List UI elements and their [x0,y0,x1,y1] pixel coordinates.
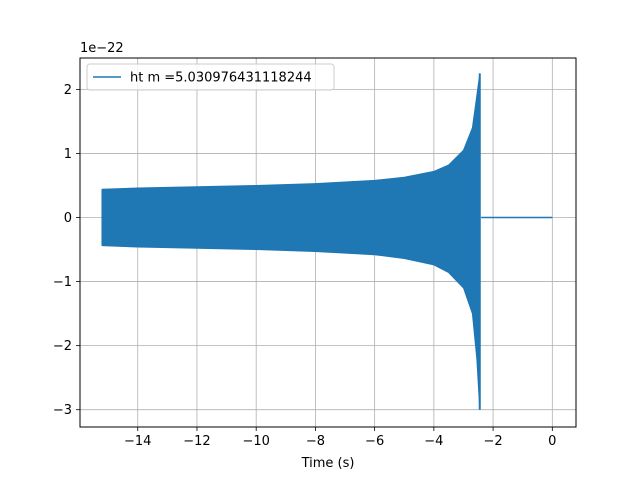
x-tick-label: −4 [424,434,443,449]
y-axis-ticks: −3 −2 −1 0 1 2 [53,83,80,418]
plot-frame [79,57,577,428]
y-tick-label: 2 [64,83,72,98]
x-tick-label: −2 [484,434,503,449]
legend-label: ht m =5.030976431118244 [130,71,312,86]
x-tick-label: −12 [183,434,210,449]
legend-box [86,63,335,91]
x-axis-ticks: −14 −12 −10 −8 −6 −4 −2 0 [124,427,556,449]
x-axis-label: Time (s) [301,456,355,471]
x-tick-label: −6 [365,434,384,449]
y-axis-multiplier: 1e−22 [80,41,124,56]
y-tick-label: 0 [64,211,72,226]
legend: ht m =5.030976431118244 [86,63,335,91]
x-tick-label: −8 [306,434,325,449]
y-tick-label: 1 [64,147,72,162]
series-layer [101,73,553,410]
y-tick-label: −1 [53,275,72,290]
x-tick-label: 0 [548,434,556,449]
x-tick-label: −10 [242,434,269,449]
y-tick-label: −2 [53,339,72,354]
y-tick-label: −3 [53,403,72,418]
x-tick-label: −14 [124,434,151,449]
